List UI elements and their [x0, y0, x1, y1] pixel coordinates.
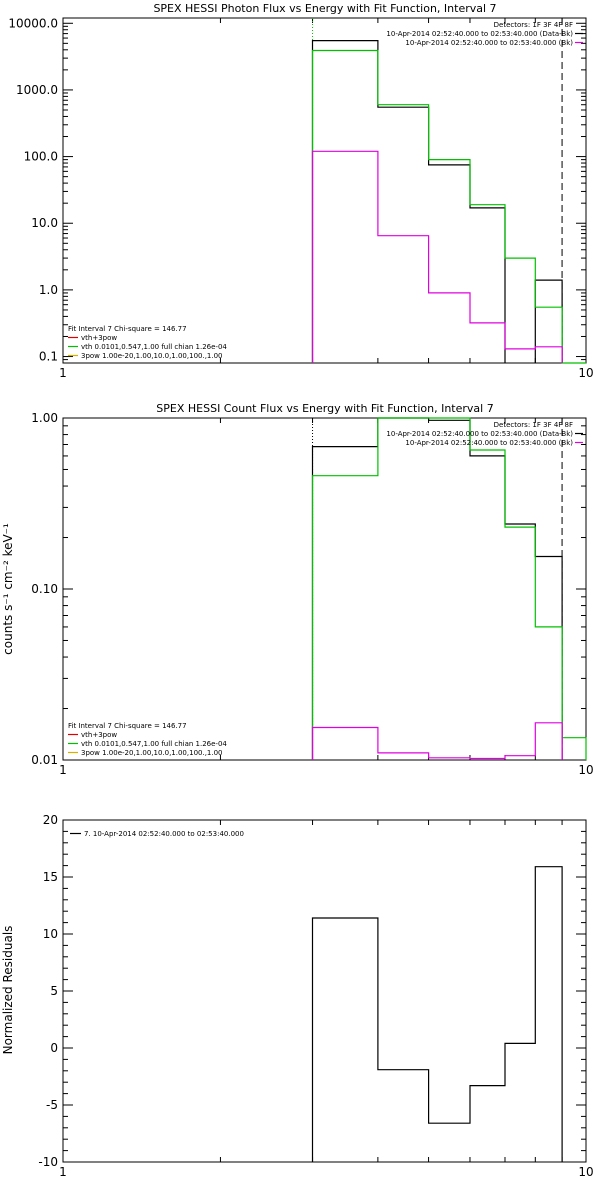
panel-title: SPEX HESSI Photon Flux vs Energy with Fi… — [153, 2, 496, 15]
residuals-panel: Normalized Residuals 1 10 -10 -5 0 5 10 15 20 7.… — [1, 813, 594, 1179]
legend-entry-text: vth+3pow — [81, 334, 117, 342]
photon-flux-panel: SPEX HESSI Photon Flux vs Energy with Fi… — [8, 2, 593, 380]
y-tick-label: 10000.0 — [8, 16, 58, 30]
legend-entry-text: Fit Interval 7 Chi-square = 146.77 — [68, 325, 187, 333]
panel-title: SPEX HESSI Count Flux vs Energy with Fit… — [156, 402, 493, 415]
legend-entry-text: Detectors: 1F 3F 4F 8F — [494, 21, 573, 29]
legend-entry-text: 10-Apr-2014 02:52:40.000 to 02:53:40.000… — [405, 39, 573, 47]
series-group — [311, 866, 563, 1162]
legend-bottom-left: Fit Interval 7 Chi-square = 146.77vth+3p… — [68, 325, 227, 360]
y-axis-label: counts s⁻¹ cm⁻² keV⁻¹ — [1, 523, 15, 655]
legend-entry-text: vth+3pow — [81, 731, 117, 739]
legend-bottom-left: Fit Interval 7 Chi-square = 146.77vth+3p… — [68, 722, 227, 757]
histogram-series-1 — [311, 49, 586, 364]
y-tick-label: 0.1 — [39, 350, 58, 364]
y-tick-label: 1.0 — [39, 283, 58, 297]
x-tick-label: 10 — [578, 366, 593, 380]
x-tick-label: 10 — [578, 763, 593, 777]
y-tick-label: 1.00 — [31, 411, 58, 425]
y-tick-label: 100.0 — [24, 150, 58, 164]
plot-frame — [62, 819, 587, 1163]
marker-lines — [312, 418, 563, 760]
histogram-series-2 — [311, 150, 563, 363]
series-group — [311, 417, 587, 760]
plot-frame — [62, 417, 587, 761]
y-axis-label: Normalized Residuals — [1, 926, 15, 1055]
x-tick-label: 1 — [59, 366, 67, 380]
legend-entry-text: 10-Apr-2014 02:52:40.000 to 02:53:40.000… — [386, 30, 573, 38]
y-tick-label: 0 — [50, 1041, 58, 1055]
legend-entry-text: Fit Interval 7 Chi-square = 146.77 — [68, 722, 187, 730]
legend-entry-text: Detectors: 1F 3F 4F 8F — [494, 421, 573, 429]
legend-top-left: 7. 10-Apr-2014 02:52:40.000 to 02:53:40.… — [70, 830, 244, 838]
legend-entry-text: vth 0.0101,0.547,1.00 full chian 1.26e-0… — [81, 343, 227, 351]
plot-frame — [62, 17, 587, 364]
histogram-series-2 — [311, 722, 563, 760]
legend-entry-text: 7. 10-Apr-2014 02:52:40.000 to 02:53:40.… — [84, 830, 244, 838]
y-tick-label: 10.0 — [31, 216, 58, 230]
y-tick-label: -5 — [46, 1098, 58, 1112]
legend-entry-text: 10-Apr-2014 02:52:40.000 to 02:53:40.000… — [405, 439, 573, 447]
x-tick-label: 1 — [59, 763, 67, 777]
histogram-series-1 — [311, 417, 587, 760]
legend-entry-text: 3pow 1.00e-20,1.00,10.0,1.00,100.,1.00 — [81, 749, 223, 757]
axis-ticks: 1 10 -10 -5 0 5 10 15 20 — [38, 813, 593, 1179]
y-tick-label: 5 — [50, 984, 58, 998]
series-group — [311, 40, 586, 364]
y-tick-label: 1000.0 — [16, 83, 58, 97]
x-tick-label: 10 — [578, 1165, 593, 1179]
histogram-series-0 — [311, 40, 563, 363]
histogram-series-0 — [311, 417, 563, 760]
histogram-series-0 — [311, 866, 563, 1162]
y-tick-label: 20 — [43, 813, 58, 827]
y-tick-label: -10 — [38, 1155, 58, 1169]
count-flux-panel: SPEX HESSI Count Flux vs Energy with Fit… — [1, 402, 594, 777]
legend-entry-text: 3pow 1.00e-20,1.00,10.0,1.00,100.,1.00 — [81, 352, 223, 360]
y-tick-label: 0.01 — [31, 753, 58, 767]
y-tick-label: 15 — [43, 870, 58, 884]
marker-lines — [312, 18, 563, 363]
legend-entry-text: vth 0.0101,0.547,1.00 full chian 1.26e-0… — [81, 740, 227, 748]
y-tick-label: 0.10 — [31, 582, 58, 596]
legend-entry-text: 10-Apr-2014 02:52:40.000 to 02:53:40.000… — [386, 430, 573, 438]
y-tick-label: 10 — [43, 927, 58, 941]
x-tick-label: 1 — [59, 1165, 67, 1179]
axis-ticks: 1 10 0.1 1.0 10.0 100.0 1000.0 10000.0 — [8, 16, 593, 380]
